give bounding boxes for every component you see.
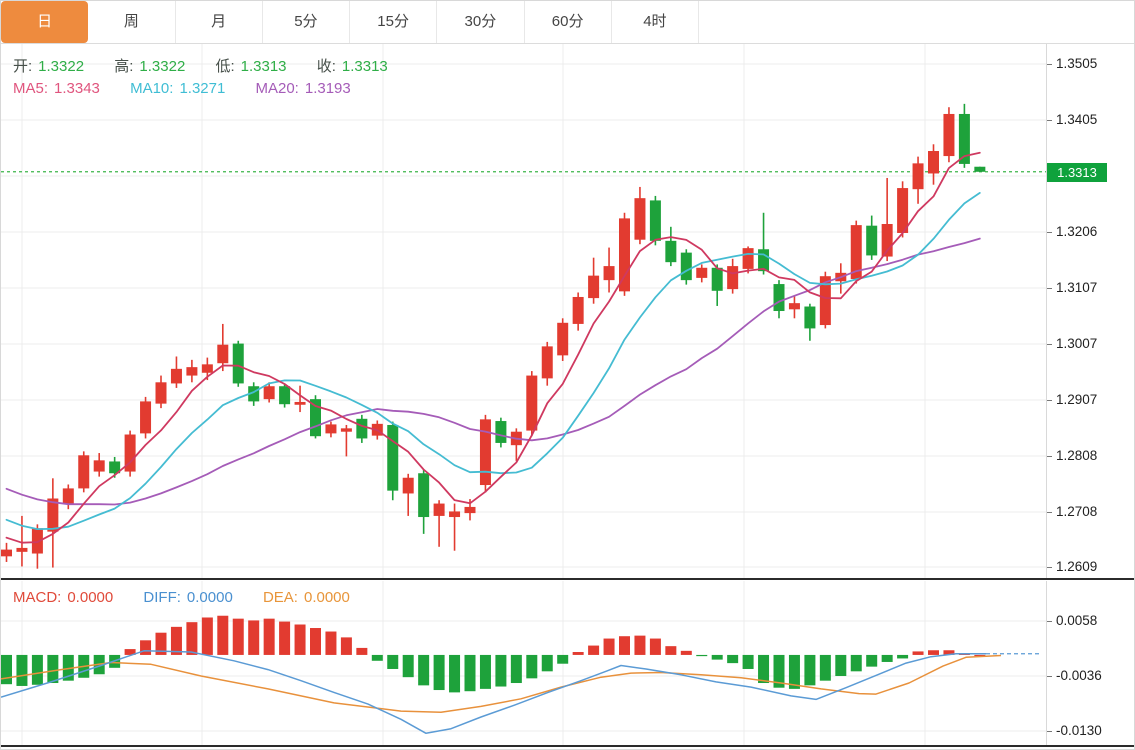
macd-legend: MACD: 0.0000 DIFF: 0.0000 DEA: 0.0000	[13, 589, 356, 606]
axis-tick-mark	[1047, 621, 1052, 622]
interval-toolbar: 日周月 5分 15分 30分 60分 4时	[1, 1, 1134, 44]
axis-tick-mark	[1047, 731, 1052, 732]
macd-label: MACD:	[13, 589, 62, 606]
close-value: 1.3313	[341, 58, 388, 75]
tab-30分[interactable]: 30分	[437, 1, 525, 43]
ma10-label: MA10:	[130, 80, 174, 97]
axis-tick-mark	[1047, 400, 1052, 401]
tab-4时[interactable]: 4时	[611, 1, 699, 43]
ma20-label: MA20:	[255, 80, 299, 97]
macd-axis: 0.0058 -0.0036 -0.0130	[1046, 581, 1134, 745]
ma20-value: 1.3193	[304, 80, 351, 97]
macd-value: 0.0000	[67, 589, 114, 606]
axis-tick-mark	[1047, 64, 1052, 65]
tab-15分[interactable]: 15分	[350, 1, 438, 43]
dea-label: DEA:	[262, 589, 298, 606]
macd-canvas[interactable]	[1, 581, 1046, 745]
axis-tick-label: 1.3007	[1056, 336, 1098, 351]
axis-tick-mark	[1047, 120, 1052, 121]
axis-tick-mark	[1047, 676, 1052, 677]
ohlc-legend: 开: 1.3322 高: 1.3322 低: 1.3313 收: 1.3313	[13, 55, 394, 76]
axis-tick-label: 1.2808	[1056, 448, 1098, 463]
close-label: 收:	[316, 58, 336, 75]
axis-tick-label: 0.0058	[1056, 613, 1098, 628]
tab-日[interactable]: 日	[1, 1, 89, 43]
axis-tick-label: 1.3505	[1056, 56, 1098, 71]
open-label: 开:	[13, 58, 33, 75]
low-value: 1.3313	[240, 58, 287, 75]
axis-tick-mark	[1047, 288, 1052, 289]
price-axis: 1.3313 1.3505 1.3405 1.3206 1.3107 1.3007 1.2…	[1046, 44, 1134, 579]
axis-tick-mark	[1047, 344, 1052, 345]
ma10-value: 1.3271	[179, 80, 226, 97]
axis-tick-mark	[1047, 232, 1052, 233]
ma5-value: 1.3343	[54, 80, 100, 97]
tab-月[interactable]: 月	[175, 1, 263, 43]
open-value: 1.3322	[38, 58, 85, 75]
main-chart-canvas[interactable]	[1, 44, 1046, 580]
high-label: 高:	[114, 58, 134, 75]
axis-tick-label: 1.3405	[1056, 112, 1098, 127]
axis-tick-mark	[1047, 456, 1052, 457]
low-label: 低:	[215, 58, 235, 75]
high-value: 1.3322	[139, 58, 186, 75]
ma5-label: MA5:	[13, 80, 49, 97]
tab-5分[interactable]: 5分	[262, 1, 350, 43]
last-price-badge: 1.3313	[1047, 163, 1107, 182]
axis-tick-label: -0.0036	[1056, 668, 1102, 683]
axis-tick-label: -0.0130	[1056, 723, 1102, 738]
axis-tick-label: 1.3107	[1056, 280, 1098, 295]
axis-tick-label: 1.2609	[1056, 559, 1098, 574]
axis-tick-label: 1.3206	[1056, 224, 1098, 239]
axis-tick-label: 1.2708	[1056, 504, 1098, 519]
axis-tick-label: 1.2907	[1056, 392, 1098, 407]
diff-value: 0.0000	[186, 589, 233, 606]
ma-legend: MA5: 1.3343 MA10: 1.3271 MA20: 1.3193	[13, 80, 357, 97]
bottom-border	[1, 745, 1134, 747]
tab-周[interactable]: 周	[88, 1, 176, 43]
dea-value: 0.0000	[303, 589, 350, 606]
axis-tick-mark	[1047, 512, 1052, 513]
diff-label: DIFF:	[143, 589, 181, 606]
tab-60分[interactable]: 60分	[524, 1, 612, 43]
panel-divider	[1, 578, 1134, 580]
axis-tick-mark	[1047, 567, 1052, 568]
